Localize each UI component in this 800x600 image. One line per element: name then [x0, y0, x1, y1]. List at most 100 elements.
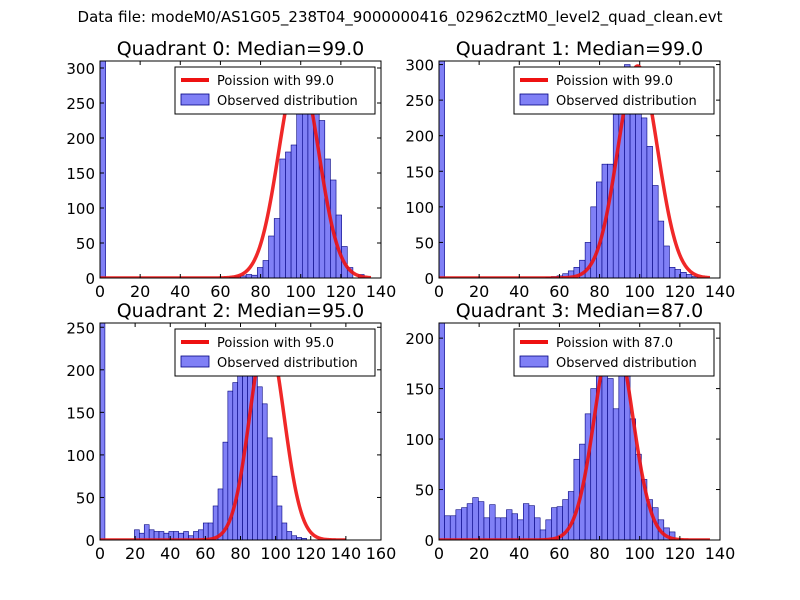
- histogram-bar: [100, 323, 106, 540]
- legend-label-observed: Observed distribution: [556, 356, 697, 371]
- y-tick-label: 150: [405, 163, 434, 181]
- x-tick-label: 80: [589, 282, 609, 301]
- histogram-bar: [461, 507, 468, 540]
- histogram-bar: [302, 102, 309, 278]
- x-tick-label: 60: [549, 282, 569, 301]
- histogram-bar: [439, 61, 445, 278]
- axes-frame: [438, 60, 721, 279]
- histogram-bar: [669, 267, 676, 278]
- y-tick-label: 200: [66, 362, 95, 380]
- poisson-line: [100, 332, 347, 540]
- histogram-bar: [528, 505, 535, 540]
- histogram-bar: [290, 144, 297, 278]
- x-tick-label: 80: [250, 282, 270, 301]
- histogram-bar: [618, 363, 625, 540]
- y-tick-label: 250: [405, 92, 434, 110]
- histogram-bar: [506, 509, 513, 540]
- x-tick-label: 20: [469, 544, 489, 563]
- legend-box: [174, 328, 376, 377]
- legend-label-poisson: Poission with 99.0: [556, 74, 673, 89]
- histogram-bar: [517, 519, 524, 540]
- histogram-bar: [261, 403, 268, 540]
- histogram-bar: [635, 106, 642, 278]
- y-tick-label: 50: [415, 482, 434, 500]
- histogram-bar: [494, 517, 502, 540]
- histogram-bar: [522, 503, 530, 540]
- histogram-bar: [143, 524, 150, 540]
- x-tick-label: 0: [95, 282, 105, 301]
- histogram-bar: [245, 274, 253, 278]
- x-tick-label: 120: [326, 282, 357, 301]
- plot-area: [100, 323, 347, 540]
- histogram-bar: [685, 274, 693, 278]
- x-tick-label: 20: [125, 544, 145, 563]
- chart-panel-2: 0 20 40 60 80 100 120 140 160050100150200250Quad…: [66, 300, 396, 563]
- y-tick-label: 150: [66, 165, 95, 183]
- histogram-bar: [472, 497, 479, 540]
- histogram-bar: [680, 272, 687, 278]
- histogram-bar: [307, 109, 314, 278]
- y-tick-label: 100: [66, 200, 95, 218]
- chart-title: Quadrant 2: Median=95.0: [117, 300, 365, 322]
- histogram-bar: [279, 158, 286, 278]
- x-tick-label: 140: [705, 544, 736, 563]
- x-tick-label: 20: [469, 282, 489, 301]
- histogram-bar: [281, 522, 288, 540]
- histogram-bar: [500, 517, 507, 540]
- x-tick-label: 80: [589, 544, 609, 563]
- histogram-bar: [641, 117, 648, 278]
- x-tick-label: 20: [130, 282, 150, 301]
- y-tick-label: 150: [405, 381, 434, 399]
- y-tick-label: 0: [85, 532, 95, 550]
- legend-box: [513, 66, 715, 115]
- histogram-bar: [449, 515, 457, 540]
- x-tick-label: 40: [509, 282, 529, 301]
- histogram-bar: [551, 507, 558, 540]
- histogram-bar: [478, 501, 485, 540]
- x-tick-label: 100: [285, 282, 316, 301]
- histogram-bar: [596, 181, 603, 278]
- y-tick-label: 250: [66, 319, 95, 337]
- x-tick-label: 140: [366, 282, 397, 301]
- legend-label-poisson: Poission with 87.0: [556, 336, 673, 351]
- histogram-bar: [291, 535, 298, 540]
- histogram-bar: [663, 245, 670, 278]
- x-tick-label: 120: [665, 282, 696, 301]
- y-tick-label: 100: [405, 199, 434, 217]
- y-tick-label: 50: [76, 489, 95, 507]
- histogram-bar: [276, 505, 283, 540]
- plot-area: [439, 61, 711, 278]
- histogram-bar: [285, 151, 292, 278]
- histogram-bar: [511, 513, 518, 540]
- histogram-bar: [601, 352, 608, 540]
- legend-box: [513, 328, 715, 377]
- histogram-bar: [483, 517, 490, 540]
- histogram-bar: [266, 437, 273, 540]
- x-tick-label: 100: [260, 544, 291, 563]
- legend-label-observed: Observed distribution: [217, 356, 358, 371]
- histogram-bar: [444, 515, 451, 540]
- x-tick-label: 0: [434, 282, 444, 301]
- x-tick-label: 80: [230, 544, 250, 563]
- legend-box: [174, 66, 376, 115]
- y-tick-label: 100: [66, 447, 95, 465]
- histogram-bar: [271, 475, 278, 540]
- x-tick-label: 0: [95, 544, 105, 563]
- legend-bar-swatch: [180, 93, 210, 106]
- y-tick-label: 300: [405, 57, 434, 75]
- histogram-bar: [652, 185, 659, 278]
- x-tick-label: 60: [195, 544, 215, 563]
- legend-bar-swatch: [180, 355, 210, 368]
- x-tick-label: 120: [665, 544, 696, 563]
- histogram-bar: [489, 504, 496, 540]
- legend-bar-swatch: [519, 93, 549, 106]
- histogram-bar: [232, 382, 238, 540]
- histogram-bar: [257, 386, 263, 540]
- histogram-bar: [262, 260, 269, 278]
- histogram-bar: [318, 120, 326, 278]
- y-tick-label: 200: [405, 128, 434, 146]
- histogram-bar: [534, 517, 541, 540]
- y-tick-label: 0: [424, 532, 434, 550]
- y-tick-label: 100: [405, 431, 434, 449]
